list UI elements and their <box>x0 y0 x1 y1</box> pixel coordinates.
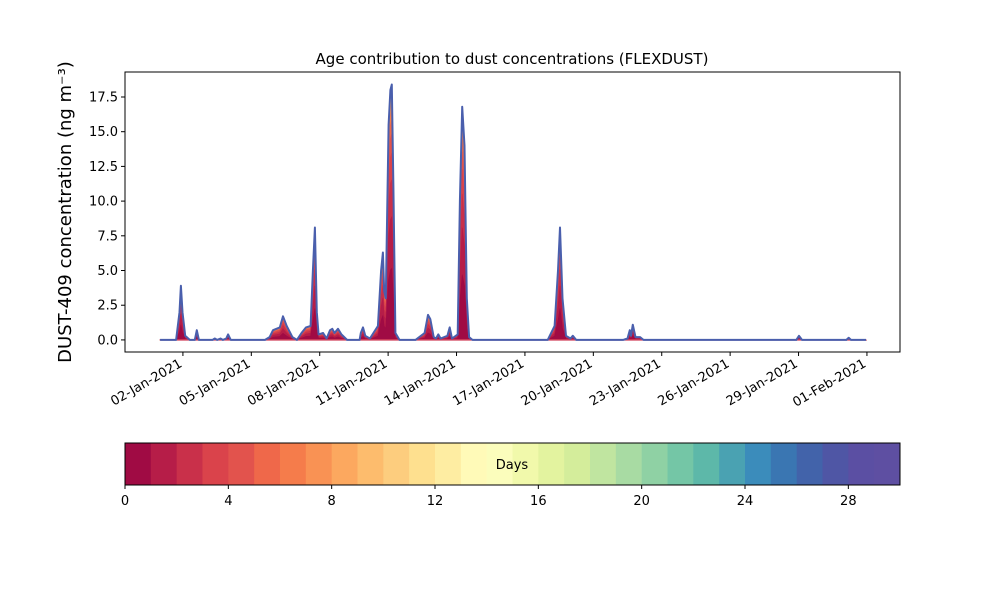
colorbar-swatch <box>874 443 901 485</box>
y-tick-label: 5.0 <box>97 264 118 279</box>
colorbar-swatch <box>383 443 410 485</box>
age-layer-10 <box>159 91 867 341</box>
age-layer-20 <box>159 84 867 341</box>
age-layer-0 <box>159 267 867 341</box>
colorbar-swatch <box>409 443 436 485</box>
colorbar-tick-label: 24 <box>737 494 754 509</box>
colorbar-swatch <box>486 443 513 485</box>
colorbar-swatch <box>719 443 746 485</box>
colorbar-swatch <box>822 443 849 485</box>
age-layer-12 <box>159 88 867 341</box>
colorbar-tick-label: 20 <box>633 494 650 509</box>
age-layer-8 <box>159 97 867 341</box>
colorbar-swatch <box>564 443 591 485</box>
colorbar-swatch <box>125 443 152 485</box>
age-layer-3 <box>159 153 867 341</box>
colorbar-swatch <box>615 443 643 485</box>
colorbar-frame <box>124 442 901 486</box>
age-layer-15 <box>159 85 867 341</box>
colorbar <box>125 443 901 485</box>
y-tick-label: 2.5 <box>97 299 118 314</box>
x-tick-label: 02-Jan-2021 <box>108 356 185 409</box>
age-layer-7 <box>159 102 867 341</box>
x-tick-label: 11-Jan-2021 <box>314 356 391 409</box>
colorbar-swatch <box>796 443 823 485</box>
colorbar-tick-label: 12 <box>427 494 444 509</box>
age-layer-14 <box>159 86 867 341</box>
plot-frame <box>124 71 901 353</box>
y-tick-label: 12.5 <box>89 160 118 175</box>
age-layer-22 <box>159 84 867 341</box>
age-layer-11 <box>159 89 867 341</box>
colorbar-swatch <box>357 443 384 485</box>
x-tick-label: 20-Jan-2021 <box>519 356 596 409</box>
x-tick-label: 29-Jan-2021 <box>724 356 801 409</box>
age-layer-13 <box>159 87 867 341</box>
x-tick-label: 17-Jan-2021 <box>450 356 527 409</box>
colorbar-swatch <box>305 443 333 485</box>
age-layer-2 <box>159 179 867 341</box>
age-layer-26 <box>159 84 867 341</box>
colorbar-label: Days <box>496 458 529 473</box>
colorbar-swatch <box>202 443 229 485</box>
y-tick-label: 10.0 <box>89 195 118 210</box>
age-layer-1 <box>159 215 867 341</box>
colorbar-swatch <box>538 443 565 485</box>
age-layer-18 <box>159 84 867 341</box>
y-tick-label: 0.0 <box>97 333 118 348</box>
colorbar-swatch <box>745 443 772 485</box>
colorbar-swatch <box>280 443 307 485</box>
colorbar-tick-label: 16 <box>530 494 547 509</box>
colorbar-swatch <box>667 443 694 485</box>
age-layer-6 <box>159 110 867 341</box>
y-tick-label: 7.5 <box>97 229 118 244</box>
age-layer-9 <box>159 94 867 341</box>
chart-title: Age contribution to dust concentrations … <box>316 50 709 68</box>
colorbar-ticks: 0 4 8 12 16 20 24 28 <box>121 485 857 509</box>
x-tick-label: 14-Jan-2021 <box>382 356 459 409</box>
total-outline <box>160 83 866 341</box>
colorbar-tick-label: 4 <box>224 494 232 509</box>
colorbar-swatch <box>176 443 203 485</box>
y-axis-label: DUST-409 concentration (ng m⁻³) <box>55 61 76 363</box>
x-tick-label: 08-Jan-2021 <box>245 356 322 409</box>
age-layer-5 <box>159 120 867 341</box>
age-layer-28 <box>159 84 867 341</box>
x-tick-label: 01-Feb-2021 <box>790 356 869 410</box>
x-tick-label: 23-Jan-2021 <box>587 356 664 409</box>
colorbar-tick-label: 0 <box>121 494 129 509</box>
age-layer-24 <box>159 84 867 341</box>
colorbar-swatch <box>150 443 178 485</box>
colorbar-tick-label: 8 <box>328 494 336 509</box>
age-layer-29 <box>159 84 867 341</box>
y-tick-label: 15.0 <box>89 125 118 140</box>
age-layer-23 <box>159 84 867 341</box>
colorbar-swatch <box>848 443 875 485</box>
colorbar-swatch <box>331 443 358 485</box>
colorbar-swatch <box>693 443 720 485</box>
colorbar-swatch <box>435 443 462 485</box>
age-layer-16 <box>159 85 867 341</box>
x-tick-label: 05-Jan-2021 <box>177 356 254 409</box>
colorbar-swatch <box>641 443 668 485</box>
age-layer-17 <box>159 85 867 341</box>
x-axis: 02-Jan-202105-Jan-202108-Jan-202111-Jan-… <box>108 352 869 410</box>
colorbar-swatch <box>590 443 617 485</box>
stacked-areas <box>159 83 867 341</box>
colorbar-swatch <box>460 443 488 485</box>
colorbar-swatch <box>770 443 798 485</box>
y-axis: 0.0 2.5 5.0 7.5 10.0 12.5 15.0 17.5 <box>89 90 125 348</box>
x-tick-label: 26-Jan-2021 <box>656 356 733 409</box>
age-layer-25 <box>159 84 867 341</box>
age-layer-27 <box>159 84 867 341</box>
y-tick-label: 17.5 <box>89 90 118 105</box>
age-layer-4 <box>159 133 867 341</box>
colorbar-swatch <box>254 443 281 485</box>
colorbar-swatch <box>228 443 255 485</box>
age-layer-21 <box>159 84 867 341</box>
age-layer-19 <box>159 84 867 341</box>
colorbar-swatch <box>512 443 539 485</box>
colorbar-tick-label: 28 <box>840 494 857 509</box>
